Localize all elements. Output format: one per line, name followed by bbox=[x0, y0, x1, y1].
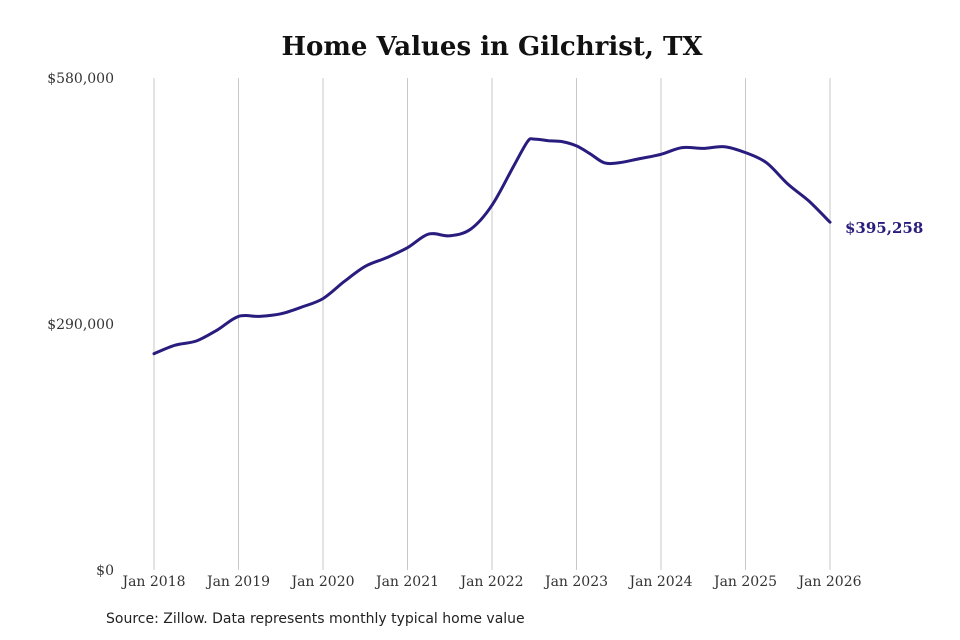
y-axis-tick-labels: $0 $290,000 $580,000 bbox=[47, 71, 114, 579]
x-tick-label: Jan 2025 bbox=[712, 574, 777, 590]
x-tick-label: Jan 2019 bbox=[205, 574, 270, 590]
x-tick-label: Jan 2021 bbox=[374, 574, 439, 590]
x-tick-label: Jan 2020 bbox=[289, 574, 354, 590]
x-tick-label: Jan 2023 bbox=[543, 574, 608, 590]
y-tick-label: $0 bbox=[96, 563, 114, 579]
x-axis-tick-labels: Jan 2018 Jan 2019 Jan 2020 Jan 2021 Jan 2022… bbox=[120, 574, 861, 590]
end-value-label: $395,258 bbox=[845, 219, 923, 237]
y-tick-label: $290,000 bbox=[47, 317, 114, 333]
series-group bbox=[152, 137, 832, 356]
series-line bbox=[152, 137, 832, 356]
x-tick-label: Jan 2022 bbox=[458, 574, 523, 590]
chart-title: Home Values in Gilchrist, TX bbox=[281, 32, 703, 62]
y-tick-label: $580,000 bbox=[47, 71, 114, 87]
x-tick-label: Jan 2018 bbox=[120, 574, 185, 590]
x-tick-label: Jan 2024 bbox=[627, 574, 692, 590]
source-note: Source: Zillow. Data represents monthly … bbox=[106, 611, 525, 627]
gridlines bbox=[153, 78, 831, 570]
x-tick-label: Jan 2026 bbox=[796, 574, 861, 590]
